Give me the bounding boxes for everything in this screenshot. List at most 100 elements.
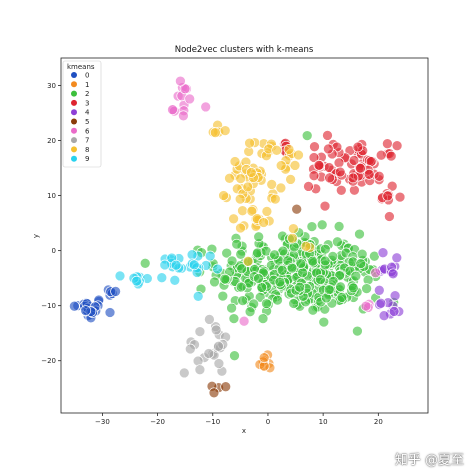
data-point	[287, 232, 298, 244]
legend-marker	[71, 81, 77, 88]
y-tick-label: −20	[41, 357, 56, 365]
data-point	[307, 304, 319, 316]
data-point	[246, 205, 258, 217]
data-point	[178, 367, 190, 379]
data-point	[355, 162, 366, 174]
data-point	[385, 150, 397, 162]
series-2	[139, 130, 400, 362]
data-point	[291, 203, 303, 215]
legend-label: 2	[85, 90, 89, 98]
data-point	[242, 181, 254, 193]
data-point	[238, 315, 250, 327]
y-tick-label: 10	[47, 192, 56, 200]
data-point	[316, 219, 328, 231]
y-tick-label: 0	[52, 247, 56, 255]
legend-marker	[71, 127, 77, 134]
data-point	[354, 228, 365, 240]
data-point	[235, 248, 247, 260]
data-point	[169, 274, 181, 286]
data-point	[204, 314, 215, 325]
legend-label: 9	[85, 155, 89, 163]
x-tick-label: 0	[266, 418, 270, 426]
legend-marker	[71, 72, 77, 78]
data-point	[307, 255, 319, 267]
data-point	[236, 263, 248, 275]
data-point	[208, 387, 220, 399]
data-point	[318, 316, 330, 328]
data-point	[373, 284, 385, 296]
data-point	[347, 172, 359, 184]
data-point	[245, 167, 257, 178]
data-point	[319, 200, 331, 212]
data-point	[289, 160, 301, 171]
x-tick-label: −20	[150, 418, 165, 426]
data-point	[303, 181, 314, 192]
data-point	[170, 259, 182, 271]
data-point	[272, 294, 283, 306]
data-point	[309, 141, 320, 153]
data-point	[394, 191, 406, 203]
legend-marker	[71, 99, 77, 106]
legend-label: 4	[85, 109, 90, 117]
data-point	[244, 306, 256, 318]
legend-marker	[71, 155, 77, 162]
data-point	[391, 252, 403, 264]
data-point	[237, 295, 249, 306]
data-point	[352, 325, 363, 337]
data-point	[377, 247, 389, 259]
data-point	[347, 282, 359, 294]
data-point	[274, 276, 286, 288]
data-point	[333, 221, 345, 232]
legend-frame	[62, 60, 102, 168]
data-point	[200, 101, 212, 113]
data-point	[218, 190, 229, 201]
data-point	[276, 264, 288, 276]
data-point	[333, 157, 345, 169]
series-6	[167, 75, 381, 327]
data-point	[348, 155, 360, 166]
series-3	[279, 130, 406, 222]
data-point	[104, 307, 116, 318]
data-point	[285, 174, 296, 185]
data-point	[288, 223, 299, 234]
data-point	[275, 160, 287, 171]
data-point	[319, 255, 331, 267]
data-point	[235, 281, 247, 293]
y-tick-label: −10	[41, 302, 56, 310]
axis-ticks: −30 −20 −10 0 10 20 −20 −10 0 10 20 30	[41, 82, 383, 426]
data-point	[235, 173, 247, 184]
data-point	[242, 255, 254, 267]
data-point	[378, 310, 390, 322]
legend-label: 7	[85, 137, 89, 145]
data-point	[156, 272, 168, 284]
data-point	[335, 184, 347, 196]
data-point	[288, 241, 300, 253]
data-point	[301, 130, 313, 141]
series-7	[178, 314, 231, 379]
data-point	[139, 257, 151, 269]
data-point	[69, 300, 80, 312]
data-point	[323, 143, 334, 155]
legend-marker	[71, 146, 77, 153]
data-point	[231, 238, 243, 250]
data-point	[178, 110, 189, 122]
points-layer	[69, 75, 406, 399]
x-axis-label: x	[242, 427, 246, 435]
x-tick-label: 20	[374, 418, 383, 426]
data-point	[308, 152, 320, 163]
data-point	[192, 290, 204, 302]
data-point	[209, 276, 220, 288]
series-0	[69, 284, 121, 324]
data-point	[80, 305, 92, 316]
data-point	[275, 182, 287, 194]
data-point	[294, 281, 306, 293]
data-point	[188, 259, 200, 271]
data-point	[271, 144, 283, 156]
data-point	[356, 248, 368, 260]
legend-label: 0	[85, 72, 89, 80]
data-point	[382, 190, 394, 202]
data-point	[258, 352, 270, 364]
data-point	[373, 170, 385, 182]
series-1	[254, 349, 276, 374]
data-point	[269, 193, 281, 205]
